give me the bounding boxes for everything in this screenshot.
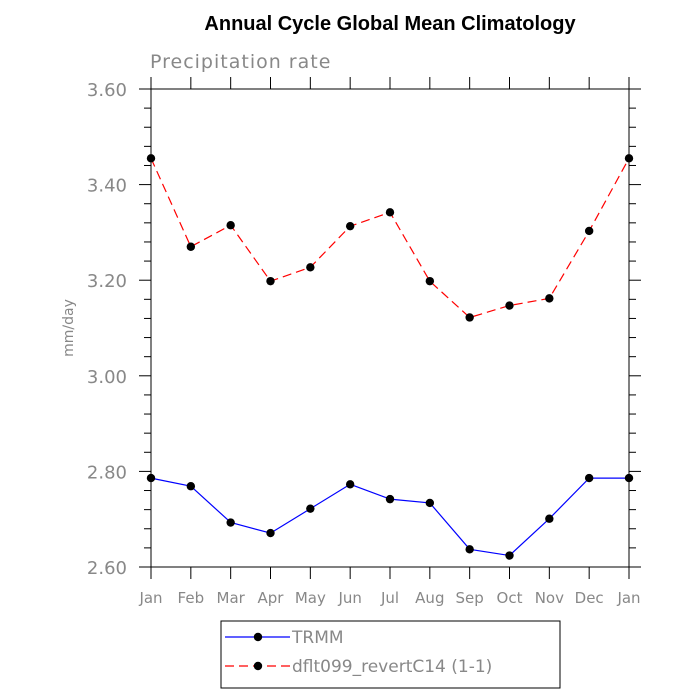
- x-tick-label: Jan: [616, 589, 640, 607]
- y-tick-label: 3.40: [87, 176, 127, 197]
- series-0-point: [226, 518, 235, 527]
- x-tick-label: Jul: [380, 589, 399, 607]
- x-tick-label: Nov: [535, 589, 564, 607]
- chart-subtitle: Precipitation rate: [150, 51, 331, 73]
- series-0-point: [545, 514, 554, 523]
- series-1-point: [146, 154, 156, 163]
- legend-label-0: TRMM: [291, 628, 344, 648]
- x-tick-label: Dec: [575, 589, 604, 607]
- x-tick-label: Aug: [415, 589, 444, 607]
- x-axis: Jan Feb Mar Apr May Jun Jul Aug Sep Oct Nov Dec Jan: [138, 77, 641, 607]
- series-0-point: [306, 504, 315, 513]
- legend-label-1: dflt099_revertC14 (1-1): [292, 657, 492, 677]
- series-0-point: [425, 498, 435, 508]
- series-1-point: [385, 208, 395, 217]
- series-1-point: [465, 313, 474, 322]
- y-tick-label: 2.60: [87, 558, 127, 579]
- series-0-point: [465, 545, 474, 554]
- x-tick-label: Mar: [217, 589, 246, 607]
- x-tick-label: Jan: [138, 589, 162, 607]
- legend-box: [220, 620, 561, 689]
- chart-title: Annual Cycle Global Mean Climatology: [204, 13, 576, 35]
- y-axis-label: mm/day: [61, 299, 77, 357]
- series-line-0: [150, 477, 629, 557]
- series-1-point: [425, 276, 435, 286]
- series-1-point: [545, 294, 554, 303]
- x-tick-label: May: [295, 589, 326, 607]
- x-tick-label: Feb: [178, 589, 205, 607]
- series-1-point: [505, 301, 514, 310]
- legend-marker-1: [253, 661, 263, 671]
- series-1-point: [266, 276, 275, 286]
- series-1-point: [306, 263, 315, 272]
- x-tick-label: Apr: [258, 589, 285, 607]
- series-1-point: [186, 242, 196, 251]
- y-axis: 2.60 2.80 3.00 3.20 3.40 3.60: [87, 80, 641, 579]
- series-1-point: [624, 154, 634, 163]
- series-1-point: [226, 221, 235, 230]
- y-tick-label: 3.60: [87, 80, 127, 101]
- x-tick-label: Oct: [497, 589, 523, 607]
- y-tick-label: 3.20: [87, 271, 127, 292]
- series-0-point: [385, 494, 395, 504]
- series-0-point: [584, 473, 594, 483]
- series-0-point: [624, 473, 634, 483]
- legend-marker-0: [253, 632, 263, 642]
- series-1-point: [584, 226, 594, 236]
- y-tick-label: 3.00: [87, 367, 127, 388]
- series-1-point: [345, 221, 355, 231]
- series-0-point: [266, 528, 275, 538]
- series-0-point: [345, 480, 355, 489]
- series-line-1: [150, 158, 630, 319]
- series-0-point: [146, 473, 156, 483]
- x-tick-label: Jun: [337, 589, 361, 607]
- legend: TRMM dflt099_revertC14 (1-1): [220, 620, 561, 689]
- series-0-point: [186, 482, 196, 491]
- y-tick-label: 2.80: [87, 462, 127, 483]
- series-0-point: [505, 551, 514, 560]
- series-layer: [146, 154, 634, 560]
- x-tick-label: Sep: [456, 589, 484, 607]
